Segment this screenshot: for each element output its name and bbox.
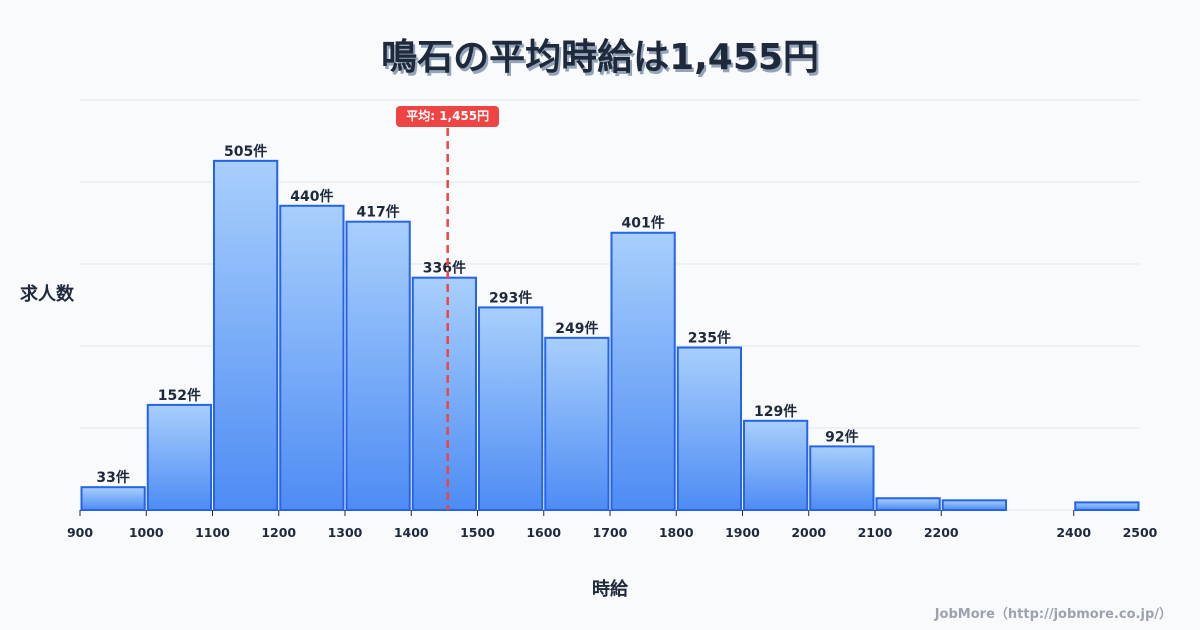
bar-value-label: 129件: [754, 403, 797, 420]
x-tick-label: 1500: [460, 525, 495, 540]
bars: [80, 159, 1140, 512]
histogram-bar: [146, 403, 212, 512]
histogram-bar: [875, 497, 941, 512]
x-axis: 900 1000 1100 1200 1300 1400 1500 1600 1700 1800 1…: [67, 510, 1158, 540]
histogram-bar: [809, 445, 875, 512]
bar-labels: 33件 152件 505件 440件 417件 336件 293件 249件 401件 235件 1…: [96, 143, 858, 486]
x-tick-label: 2000: [791, 525, 826, 540]
histogram-bar: [941, 499, 1007, 511]
bar-value-label: 401件: [622, 215, 665, 232]
bar-value-label: 92件: [825, 428, 858, 445]
histogram-bar: [411, 276, 477, 512]
histogram-bar: [1074, 501, 1140, 511]
x-tick-label: 1600: [526, 525, 561, 540]
histogram-bar: [80, 486, 146, 511]
x-tick-label: 1200: [261, 525, 296, 540]
chart-title: 鳴石の平均時給は1,455円: [381, 37, 819, 78]
histogram-bar: [544, 336, 610, 512]
bar-value-label: 440件: [290, 188, 333, 205]
bar-value-label: 293件: [489, 289, 532, 306]
histogram-bar: [279, 204, 345, 511]
x-tick-label: 1400: [394, 525, 429, 540]
histogram-bar: [213, 159, 279, 511]
x-tick-label: 1300: [328, 525, 363, 540]
x-tick-label: 2500: [1123, 525, 1158, 540]
average-badge: 平均: 1,455円: [396, 106, 500, 127]
x-tick-label: 1700: [593, 525, 628, 540]
bar-value-label: 33件: [96, 469, 129, 486]
x-tick-label: 1100: [195, 525, 230, 540]
credit-text: JobMore（http://jobmore.co.jp/）: [934, 607, 1172, 622]
bar-value-label: 336件: [423, 260, 466, 277]
x-tick-label: 2200: [924, 525, 959, 540]
x-tick-label: 1000: [129, 525, 164, 540]
bar-value-label: 249件: [555, 320, 598, 337]
x-tick-label: 1900: [725, 525, 760, 540]
x-tick-label: 900: [67, 525, 93, 540]
x-tick-label: 2100: [858, 525, 893, 540]
bar-value-label: 505件: [224, 143, 267, 160]
bar-value-label: 152件: [158, 387, 201, 404]
histogram-bar: [743, 419, 809, 512]
x-tick-label: 2400: [1056, 525, 1091, 540]
bar-value-label: 235件: [688, 330, 731, 347]
histogram-bar: [478, 306, 544, 511]
x-tick-label: 1800: [659, 525, 694, 540]
y-axis-label: 求人数: [20, 284, 74, 305]
histogram-bar: [676, 346, 742, 512]
histogram-bar: [610, 231, 676, 511]
bar-value-label: 417件: [357, 204, 400, 221]
histogram-bar: [345, 220, 411, 511]
x-axis-label: 時給: [592, 579, 628, 600]
